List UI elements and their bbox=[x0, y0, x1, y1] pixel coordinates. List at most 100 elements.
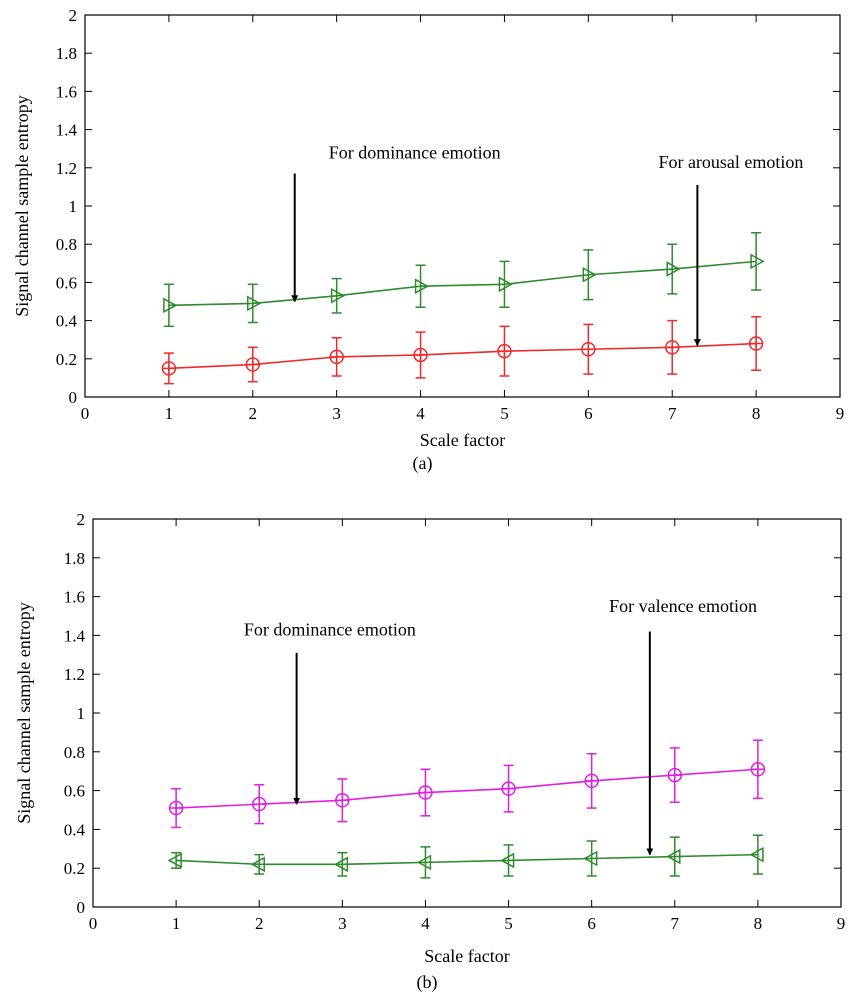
y-tick-label: 1.4 bbox=[56, 121, 78, 140]
x-tick-label: 1 bbox=[172, 914, 181, 933]
x-tick-label: 2 bbox=[249, 404, 258, 423]
y-tick-label: 1.4 bbox=[64, 626, 86, 645]
data-point-marker-cross bbox=[330, 350, 344, 364]
series-line bbox=[168, 342, 757, 370]
x-tick-label: 4 bbox=[421, 914, 430, 933]
y-tick-label: 0.4 bbox=[56, 312, 78, 331]
series-1 bbox=[161, 316, 764, 385]
y-tick-label: 2 bbox=[77, 510, 86, 529]
x-tick-label: 4 bbox=[416, 404, 425, 423]
y-tick-label: 0.6 bbox=[64, 782, 85, 801]
y-tick-label: 1.6 bbox=[56, 82, 77, 101]
annotation-0: For dominance emotion bbox=[291, 142, 501, 303]
annotation-text: For arousal emotion bbox=[658, 152, 803, 172]
data-point-marker-cross bbox=[585, 774, 599, 788]
data-point-marker bbox=[498, 276, 514, 293]
chart-panel-b: 0 1 2 3 4 5 6 7 8 9 0 0.2 0.4 0.6 0.8 1 1.2 1.4 1.6 1.8 2 Sca… bbox=[14, 510, 845, 993]
x-tick-label: 6 bbox=[584, 404, 593, 423]
annotation-0: For dominance emotion bbox=[244, 619, 416, 805]
data-point-marker bbox=[414, 278, 430, 294]
data-point-marker bbox=[499, 852, 515, 869]
x-tick-label: 3 bbox=[332, 404, 341, 423]
data-point-marker-cross bbox=[749, 337, 763, 351]
x-tick-label: 0 bbox=[89, 914, 98, 933]
x-axis-label: Scale factor bbox=[420, 430, 505, 450]
data-point-marker bbox=[167, 852, 182, 869]
series-line bbox=[176, 768, 758, 809]
x-tick-label: 2 bbox=[255, 914, 264, 933]
y-axis-label: Signal channel sample entropy bbox=[12, 95, 32, 316]
y-tick-label: 0.4 bbox=[64, 820, 86, 839]
y-tick-label: 1 bbox=[77, 704, 86, 723]
series-line bbox=[168, 260, 757, 307]
y-tick-label: 2 bbox=[69, 6, 78, 25]
x-tick-label: 8 bbox=[754, 914, 763, 933]
data-point-marker-cross bbox=[162, 361, 176, 375]
series-1 bbox=[167, 834, 764, 879]
plot-frame bbox=[92, 518, 842, 908]
data-point-marker bbox=[247, 295, 262, 312]
data-point-marker bbox=[330, 288, 346, 304]
data-point-marker bbox=[750, 253, 765, 270]
data-point-marker-cross bbox=[497, 344, 511, 358]
data-point-marker bbox=[582, 267, 597, 283]
annotation-1: For arousal emotion bbox=[658, 152, 803, 347]
data-point-marker-cross bbox=[169, 801, 183, 815]
data-point-marker bbox=[666, 848, 681, 865]
chart-panel-a: 0 1 2 3 4 5 6 7 8 9 0 0.2 0.4 0.6 0.8 1 1.2 1.4 1.6 1.8 2 Sca… bbox=[12, 6, 844, 474]
x-tick-label: 1 bbox=[165, 404, 174, 423]
panel-caption: (b) bbox=[417, 972, 438, 993]
y-tick-label: 0 bbox=[77, 898, 86, 917]
annotation-text: For valence emotion bbox=[609, 596, 757, 616]
y-tick-label: 1.6 bbox=[64, 588, 85, 607]
x-tick-label: 6 bbox=[587, 914, 596, 933]
annotation-text: For dominance emotion bbox=[244, 619, 416, 639]
series-0 bbox=[163, 231, 765, 328]
x-tick-label: 3 bbox=[338, 914, 347, 933]
x-axis-label: Scale factor bbox=[424, 946, 509, 966]
y-tick-label: 1.8 bbox=[64, 549, 85, 568]
x-tick-label: 7 bbox=[668, 404, 677, 423]
annotation-text: For dominance emotion bbox=[329, 142, 501, 162]
data-point-marker bbox=[666, 261, 681, 277]
x-tick-label: 7 bbox=[671, 914, 680, 933]
data-point-marker-cross bbox=[668, 768, 682, 782]
annotation-1: For valence emotion bbox=[609, 596, 757, 856]
x-tick-label: 5 bbox=[504, 914, 513, 933]
y-tick-label: 1.8 bbox=[56, 44, 77, 63]
y-tick-label: 0 bbox=[69, 388, 78, 407]
y-tick-label: 1 bbox=[69, 197, 78, 216]
y-tick-label: 0.8 bbox=[56, 235, 77, 254]
data-point-marker-cross bbox=[581, 342, 595, 356]
x-tick-label: 9 bbox=[837, 914, 846, 933]
panel-caption: (a) bbox=[413, 453, 433, 474]
data-point-marker bbox=[416, 854, 432, 871]
y-tick-label: 0.2 bbox=[64, 859, 85, 878]
data-point-marker-cross bbox=[665, 340, 679, 354]
y-tick-label: 1.2 bbox=[64, 665, 85, 684]
data-point-marker-cross bbox=[252, 797, 266, 811]
data-point-marker bbox=[749, 846, 764, 863]
y-tick-label: 0.8 bbox=[64, 743, 85, 762]
data-point-marker bbox=[333, 856, 349, 873]
data-point-marker-cross bbox=[418, 786, 432, 800]
data-point-marker-cross bbox=[502, 782, 516, 796]
data-point-marker bbox=[163, 297, 178, 314]
y-tick-label: 0.2 bbox=[56, 350, 77, 369]
y-axis-label: Signal channel sample entropy bbox=[14, 602, 34, 823]
series-line bbox=[176, 853, 758, 866]
data-point-marker bbox=[250, 856, 265, 873]
plot-frame bbox=[84, 14, 841, 398]
y-tick-label: 1.2 bbox=[56, 159, 77, 178]
y-tick-label: 0.6 bbox=[56, 273, 77, 292]
x-tick-label: 8 bbox=[752, 404, 761, 423]
x-tick-label: 9 bbox=[836, 404, 845, 423]
data-point-marker bbox=[583, 850, 598, 867]
data-point-marker-cross bbox=[246, 358, 260, 372]
series-0 bbox=[168, 739, 766, 829]
data-point-marker-cross bbox=[335, 793, 349, 807]
data-point-marker-cross bbox=[751, 762, 765, 776]
data-point-marker-cross bbox=[414, 348, 428, 362]
x-tick-label: 5 bbox=[500, 404, 509, 423]
